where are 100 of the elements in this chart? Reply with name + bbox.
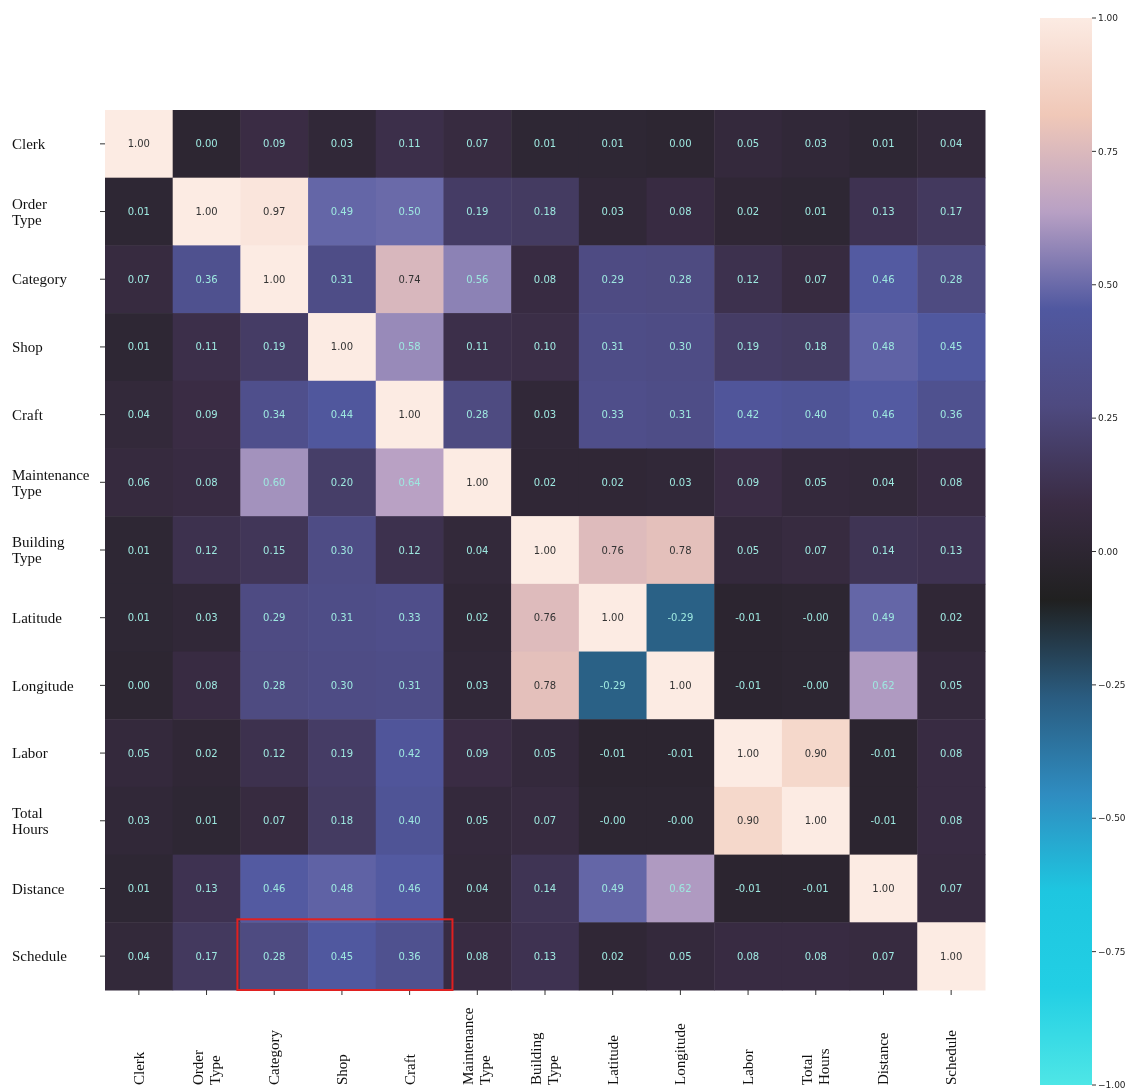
data-label: 0.12 <box>736 273 760 285</box>
data-label: 1.00 <box>398 409 421 421</box>
data-label: 0.08 <box>940 815 963 827</box>
data-label: -0.01 <box>599 747 626 759</box>
color-bar-label: −1.00 <box>1098 1080 1126 1089</box>
data-label: -0.00 <box>802 612 829 624</box>
data-label: 0.02 <box>940 612 963 624</box>
data-label: 0.31 <box>398 679 421 691</box>
x-tick-label: Schedule <box>943 1029 960 1085</box>
data-label: 0.07 <box>940 882 963 894</box>
data-label: 0.31 <box>669 409 692 421</box>
data-label: 0.09 <box>195 409 218 421</box>
data-label: 0.31 <box>330 612 354 624</box>
data-label: 0.18 <box>533 206 557 218</box>
data-label: 0.03 <box>127 815 150 827</box>
data-label: 0.11 <box>398 138 421 150</box>
color-bar-label: 0.25 <box>1098 413 1119 424</box>
data-label: 0.49 <box>872 612 895 624</box>
color-bar-label: 1.00 <box>1098 13 1119 24</box>
data-label: 0.31 <box>601 341 624 353</box>
x-tick-label: Distance <box>875 1032 892 1085</box>
x-tick-label: Longitude <box>672 1023 689 1085</box>
data-label: 0.33 <box>398 612 421 624</box>
data-label: 0.07 <box>263 815 286 827</box>
data-label: 0.06 <box>127 476 150 488</box>
data-label: 0.07 <box>533 815 557 827</box>
data-label: 0.42 <box>736 409 760 421</box>
data-label: 0.42 <box>398 747 421 759</box>
data-label: 0.18 <box>804 341 827 353</box>
data-label: 0.08 <box>804 950 827 962</box>
data-label: 0.05 <box>533 747 557 759</box>
data-label: 0.04 <box>127 950 150 962</box>
data-label: 0.02 <box>736 206 760 218</box>
data-label: 0.01 <box>127 882 150 894</box>
data-label: 0.45 <box>940 341 963 353</box>
data-label: 0.44 <box>330 409 354 421</box>
data-label: 1.00 <box>263 273 286 285</box>
data-label: 0.01 <box>127 206 150 218</box>
data-label: 0.00 <box>195 138 218 150</box>
data-label: -0.01 <box>735 679 762 691</box>
data-label: 0.05 <box>466 815 489 827</box>
data-label: -0.01 <box>870 747 897 759</box>
data-label: 1.00 <box>736 747 760 759</box>
data-label: 0.36 <box>195 273 218 285</box>
data-label: 0.74 <box>398 273 421 285</box>
data-label: 0.97 <box>263 206 286 218</box>
data-label: 1.00 <box>466 476 489 488</box>
data-label: 1.00 <box>872 882 895 894</box>
data-label: -0.29 <box>667 612 694 624</box>
data-label: 0.90 <box>804 747 827 759</box>
data-label: 0.17 <box>195 950 218 962</box>
data-label: 0.29 <box>263 612 286 624</box>
x-tick-label: Building Type <box>528 1031 561 1085</box>
data-label: 0.01 <box>533 138 557 150</box>
data-label: 0.46 <box>872 409 895 421</box>
data-label: 0.08 <box>195 679 218 691</box>
data-label: 0.07 <box>127 273 150 285</box>
data-label: 0.03 <box>669 476 692 488</box>
y-tick-label: Clerk <box>12 136 46 153</box>
data-label: 0.78 <box>533 679 557 691</box>
x-tick-label: Category <box>266 1029 283 1085</box>
data-label: 0.46 <box>398 882 421 894</box>
data-label: 0.01 <box>127 544 150 556</box>
data-label: 0.11 <box>195 341 218 353</box>
data-label: 1.00 <box>127 138 150 150</box>
color-bar-label: −0.75 <box>1098 946 1126 957</box>
y-tick-label: Longitude <box>12 677 74 694</box>
data-label: 0.48 <box>872 341 895 353</box>
x-tick-label: Labor <box>740 1049 757 1085</box>
data-label: -0.00 <box>599 815 626 827</box>
data-label: 0.04 <box>872 476 895 488</box>
data-label: 0.15 <box>263 544 286 556</box>
data-label: 0.01 <box>127 612 150 624</box>
data-label: 0.30 <box>330 544 354 556</box>
y-tick-label: Building Type <box>12 534 66 567</box>
data-label: 0.36 <box>398 950 421 962</box>
data-label: 0.28 <box>263 950 286 962</box>
data-label: -0.01 <box>802 882 829 894</box>
data-label: 0.03 <box>195 612 218 624</box>
data-label: 0.01 <box>601 138 624 150</box>
data-label: 0.12 <box>263 747 286 759</box>
data-label: 0.12 <box>195 544 218 556</box>
color-bar-label: −0.25 <box>1098 680 1126 691</box>
data-label: 0.48 <box>330 882 354 894</box>
data-label: 0.49 <box>330 206 354 218</box>
data-label: 0.18 <box>330 815 354 827</box>
data-label: -0.01 <box>735 612 762 624</box>
data-label: 0.03 <box>601 206 624 218</box>
data-label: 0.08 <box>736 950 760 962</box>
data-label: 0.08 <box>195 476 218 488</box>
data-label: 0.78 <box>669 544 692 556</box>
data-label: -0.01 <box>667 747 694 759</box>
data-label: 0.12 <box>398 544 421 556</box>
data-label: 0.02 <box>533 476 557 488</box>
data-label: 0.28 <box>669 273 692 285</box>
data-label: 0.11 <box>466 341 489 353</box>
x-tick-label: Craft <box>401 1053 418 1085</box>
data-label: 0.58 <box>398 341 421 353</box>
x-tick-label: Shop <box>333 1054 350 1085</box>
data-label: 0.20 <box>330 476 354 488</box>
